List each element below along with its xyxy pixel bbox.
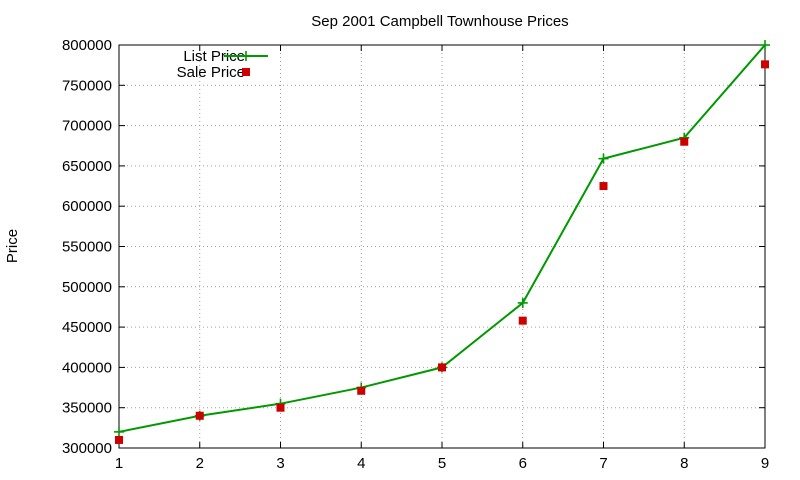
x-tick-label: 7 (599, 455, 607, 472)
data-series (114, 40, 770, 444)
sale-price-point (599, 182, 608, 191)
sale-price-point (761, 60, 769, 69)
y-tick-label: 800000 (62, 37, 112, 54)
sale-price-point (438, 363, 446, 372)
legend-marker (242, 68, 250, 76)
x-tick-label: 3 (276, 455, 284, 472)
sale-price-point (518, 316, 527, 325)
legend-label: Sale Price (177, 64, 245, 81)
y-tick-label: 400000 (62, 359, 112, 376)
axis-ticks: 300000 350000 400000 450000 500000 550000 6000… (62, 37, 769, 472)
y-tick-label: 600000 (62, 198, 112, 215)
legend-label: List Price (183, 48, 245, 65)
x-tick-label: 8 (680, 455, 688, 472)
sale-price-point (680, 137, 689, 146)
sale-price-point (195, 411, 204, 420)
list-price-point (114, 426, 124, 437)
chart-title: Sep 2001 Campbell Townhouse Prices (311, 13, 568, 30)
list-price-point (517, 297, 528, 308)
x-tick-label: 2 (196, 455, 204, 472)
y-tick-label: 750000 (62, 77, 112, 94)
sale-price-point (115, 435, 123, 444)
x-tick-label: 9 (761, 455, 769, 472)
x-tick-label: 4 (357, 455, 365, 472)
y-tick-label: 350000 (62, 400, 112, 417)
legend-marker (241, 51, 251, 61)
y-tick-label: 650000 (62, 158, 112, 175)
sale-price-point (357, 386, 366, 395)
y-tick-label: 700000 (62, 118, 112, 135)
y-tick-label: 500000 (62, 279, 112, 296)
x-tick-label: 5 (438, 455, 446, 472)
y-tick-label: 300000 (62, 440, 112, 457)
sale-price-point (276, 403, 285, 412)
y-axis-label: Price (4, 229, 21, 263)
grid-lines (119, 45, 765, 448)
list-price-point (760, 40, 770, 50)
x-tick-label: 1 (115, 455, 123, 472)
list-price-point (598, 153, 609, 164)
y-tick-label: 550000 (62, 239, 112, 256)
y-tick-label: 450000 (62, 319, 112, 336)
x-tick-label: 6 (519, 455, 527, 472)
